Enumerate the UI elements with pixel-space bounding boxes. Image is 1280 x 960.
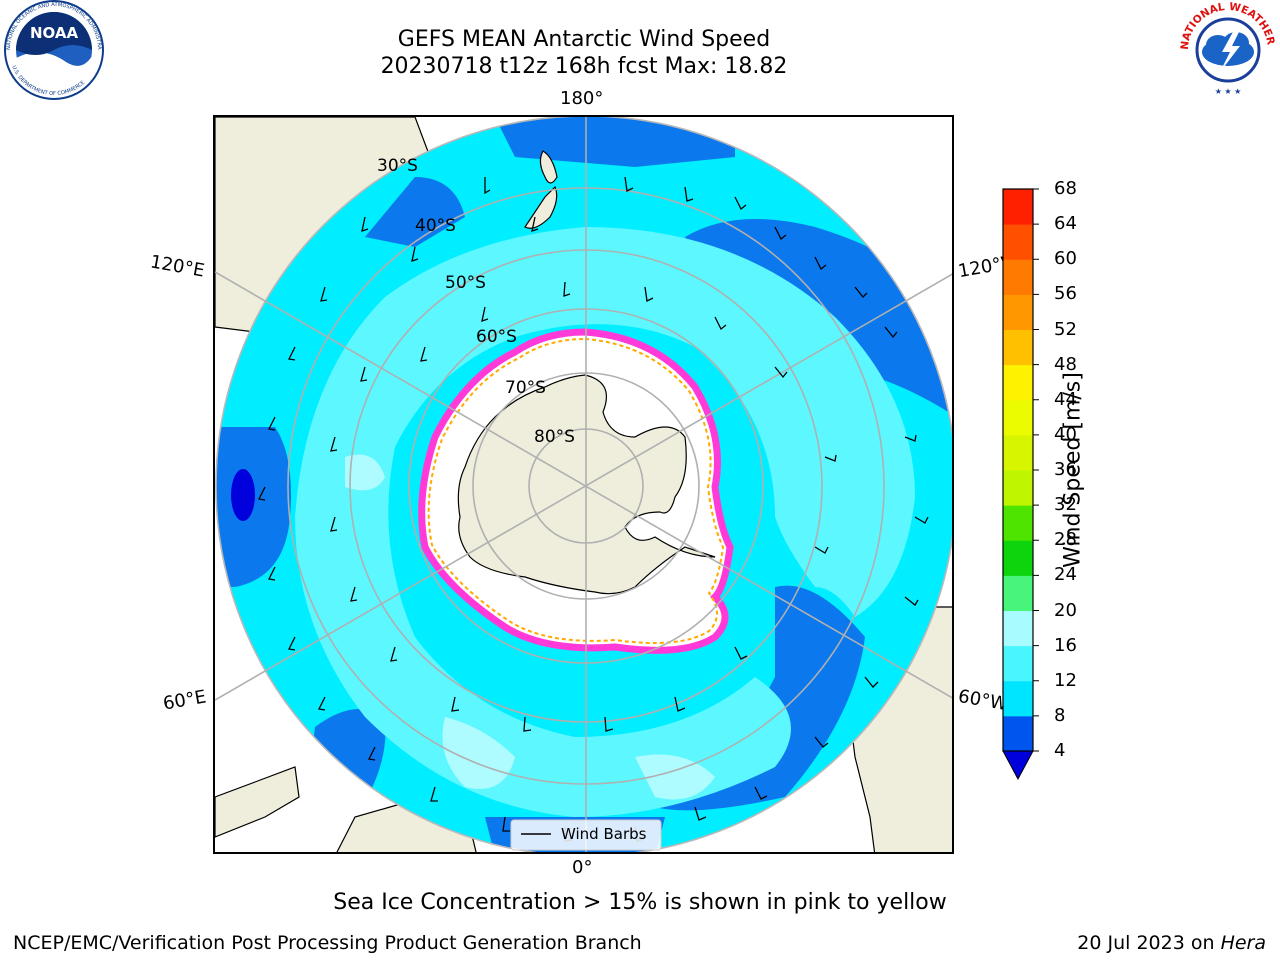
land-new-zealand-south (524, 185, 558, 229)
colorbar (1002, 188, 1039, 781)
lon-label-120e: 120°E (148, 251, 207, 282)
lat-label-40s: 40°S (415, 216, 456, 236)
colorbar-tick-label: 48 (1054, 353, 1077, 375)
land-new-zealand-north (539, 150, 558, 184)
sea-ice-note: Sea Ice Concentration > 15% is shown in … (333, 890, 947, 915)
noaa-logo: NOAA NATIONAL OCEANIC AND ATMOSPHERIC AD… (2, 0, 104, 100)
colorbar-tick-label: 44 (1054, 388, 1077, 410)
wind-fill-4-8-north (495, 117, 735, 167)
lon-label-180: 180° (560, 88, 604, 109)
colorbar-band (1003, 399, 1033, 436)
colorbar-band (1003, 224, 1033, 260)
colorbar-tick-label: 32 (1054, 494, 1077, 516)
lon-label-60e: 60°E (161, 686, 208, 715)
graticule (215, 117, 952, 852)
colorbar-tick-label: 36 (1054, 459, 1077, 480)
nws-logo: NATIONAL WEATHER SERVICE ★ ★ ★ (1178, 0, 1277, 98)
colorbar-band (1003, 715, 1033, 752)
sea-ice-edge-inner (427, 337, 725, 644)
colorbar-band (1003, 505, 1033, 541)
wind-fill-16-20-c (345, 454, 385, 491)
colorbar-tick-label: 28 (1054, 529, 1077, 551)
legend-label: Wind Barbs (561, 825, 647, 843)
colorbar-tick-label: 64 (1054, 213, 1077, 235)
lat-label-80s: 80°S (534, 427, 575, 447)
colorbar-tick-label: 52 (1054, 318, 1077, 340)
wind-fill-4-8-drake (655, 585, 865, 811)
footer-machine: Hera (1220, 932, 1266, 954)
svg-text:★ ★ ★: ★ ★ ★ (1215, 87, 1242, 96)
colorbar-band (1003, 610, 1033, 647)
wind-fill-12-16 (295, 227, 915, 817)
colorbar-tick-label: 16 (1054, 634, 1077, 656)
footer-date: 20 Jul 2023 on (1077, 932, 1221, 954)
colorbar-tick-label: 4 (1054, 740, 1066, 761)
lat-label-70s: 70°S (505, 378, 546, 398)
colorbar-band (1003, 189, 1033, 225)
colorbar-band (1003, 680, 1033, 717)
colorbar-band (1003, 329, 1033, 366)
colorbar-band (1003, 434, 1033, 471)
lat-label-60s: 60°S (476, 327, 517, 347)
colorbar-band (1003, 294, 1033, 330)
lat-label-30s: 30°S (377, 156, 418, 176)
lat-label-50s: 50°S (445, 273, 486, 293)
meridian-60e-120w (215, 273, 952, 701)
polar-map: Wind Barbs 30°S 40°S 50°S 60°S 70°S 80°S (215, 117, 952, 852)
wind-fill-below-4 (231, 469, 255, 521)
lon-label-0: 0° (572, 857, 593, 878)
colorbar-tick-label: 40 (1054, 423, 1077, 445)
colorbar-band (1003, 575, 1033, 611)
latitude-labels: 30°S 40°S 50°S 60°S 70°S 80°S (377, 156, 575, 447)
wind-fill-4-8-tasman (365, 177, 465, 247)
colorbar-band (1003, 540, 1033, 576)
colorbar-tick-label: 8 (1054, 704, 1066, 726)
colorbar-underflow (1002, 750, 1034, 781)
land-madagascar (215, 766, 300, 838)
noaa-logo-text: NOAA (30, 24, 79, 42)
colorbar-band (1003, 645, 1033, 682)
chart-title: GEFS MEAN Antarctic Wind Speed (397, 27, 771, 52)
footer-right: 20 Jul 2023 on Hera (1077, 932, 1266, 954)
colorbar-tick-label: 12 (1054, 669, 1077, 691)
colorbar-tick-label: 60 (1054, 248, 1077, 270)
colorbar-tick-label: 56 (1054, 283, 1077, 305)
colorbar-tick-label: 24 (1054, 564, 1077, 586)
colorbar-band (1003, 364, 1033, 401)
colorbar-tick-label: 68 (1054, 178, 1077, 199)
colorbar-band (1003, 259, 1033, 295)
wind-barbs-legend: Wind Barbs (510, 819, 662, 851)
colorbar-label: Wind Speed [m/s] (1060, 372, 1086, 568)
map-panel: Wind Barbs 30°S 40°S 50°S 60°S 70°S 80°S (213, 115, 954, 854)
footer-left: NCEP/EMC/Verification Post Processing Pr… (13, 932, 642, 954)
wind-fill-16-20-b (635, 754, 715, 800)
colorbar-tick-label: 20 (1054, 599, 1077, 621)
colorbar-band (1003, 470, 1033, 506)
graticule-30s (215, 117, 952, 852)
chart-subtitle: 20230718 t12z 168h fcst Max: 18.82 (380, 54, 788, 79)
